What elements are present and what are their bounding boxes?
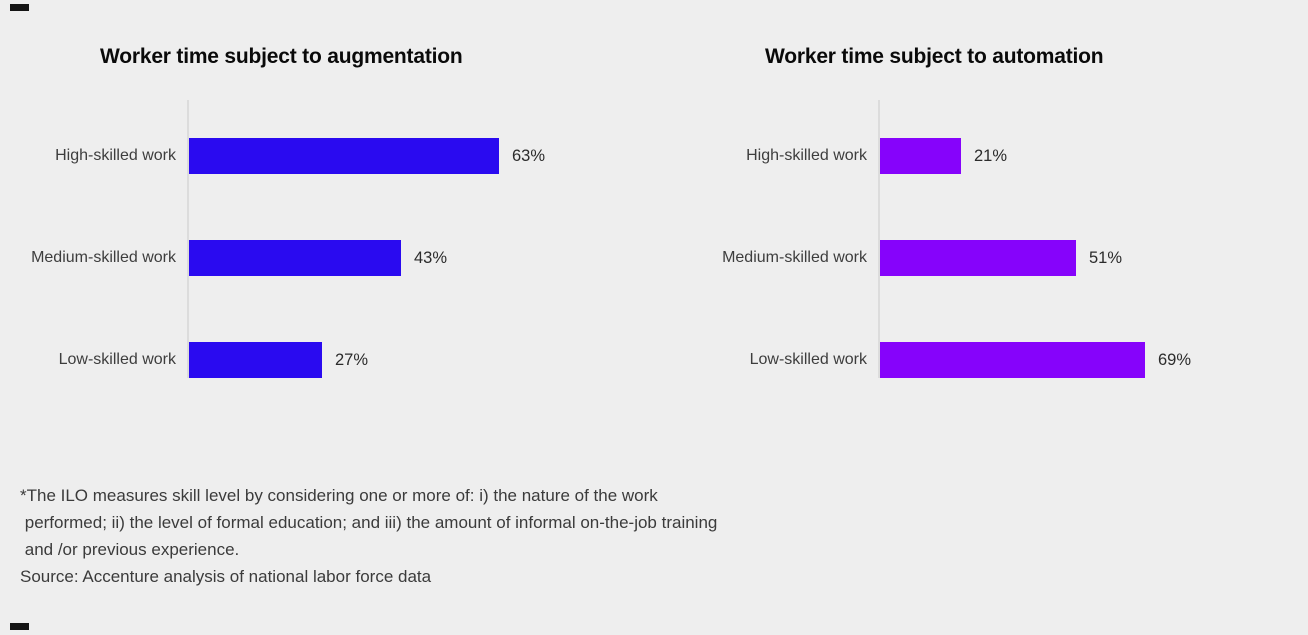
bar: [189, 240, 401, 276]
bar-row: Medium-skilled work 51%: [722, 240, 1302, 276]
footnote: *The ILO measures skill level by conside…: [20, 482, 717, 590]
value-label: 51%: [1089, 249, 1123, 267]
value-label: 63%: [512, 147, 546, 165]
corner-mark-top-left: [10, 4, 29, 11]
bar-row: High-skilled work 63%: [55, 138, 647, 174]
bar: [880, 138, 961, 174]
corner-mark-bottom-left: [10, 623, 29, 630]
bar-row: Medium-skilled work 43%: [31, 240, 647, 276]
footnote-line: *The ILO measures skill level by conside…: [20, 486, 658, 505]
footnote-line: and /or previous experience.: [20, 540, 240, 559]
augmentation-plot-area: High-skilled work 63% Medium-skilled work 4…: [31, 100, 647, 378]
bar-row: Low-skilled work 69%: [750, 342, 1302, 378]
y-axis-line: [878, 100, 880, 378]
bar: [880, 342, 1145, 378]
footnote-line: performed; ii) the level of formal educa…: [20, 513, 718, 532]
bar: [189, 138, 499, 174]
bar: [189, 342, 322, 378]
augmentation-chart: Worker time subject to augmentation High…: [0, 0, 654, 460]
value-label: 21%: [974, 147, 1008, 165]
category-label: Low-skilled work: [749, 351, 867, 368]
value-label: 27%: [335, 351, 369, 369]
y-axis-line: [187, 100, 189, 378]
chart-title-augmentation: Worker time subject to augmentation: [100, 45, 463, 68]
value-label: 69%: [1158, 351, 1192, 369]
chart-title-automation: Worker time subject to automation: [765, 45, 1104, 68]
category-label: High-skilled work: [55, 147, 176, 164]
bar: [880, 240, 1076, 276]
bar-row: High-skilled work 21%: [746, 138, 1302, 174]
bar-row: Low-skilled work 27%: [59, 342, 647, 378]
category-label: Medium-skilled work: [722, 249, 867, 266]
automation-plot-area: High-skilled work 21% Medium-skilled work 5…: [722, 100, 1302, 378]
value-label: 43%: [414, 249, 448, 267]
source-line: Source: Accenture analysis of national l…: [20, 567, 432, 586]
category-label: Low-skilled work: [58, 351, 176, 368]
automation-chart: Worker time subject to automation High-s…: [654, 0, 1308, 460]
category-label: High-skilled work: [746, 147, 867, 164]
category-label: Medium-skilled work: [31, 249, 176, 266]
